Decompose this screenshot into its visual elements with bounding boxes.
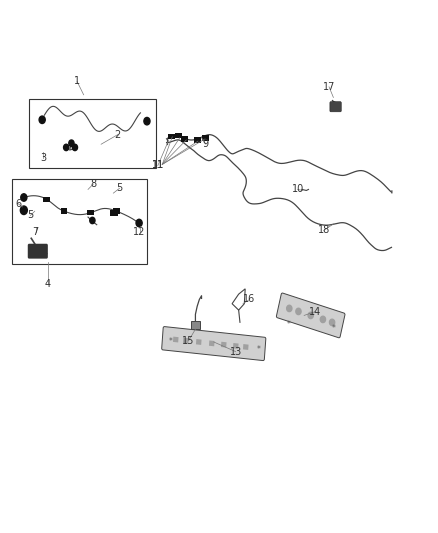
FancyBboxPatch shape: [276, 293, 345, 338]
Text: 8: 8: [90, 179, 96, 189]
Text: 3: 3: [40, 152, 46, 163]
Text: 4: 4: [45, 279, 51, 288]
Bar: [194, 138, 201, 143]
Bar: [173, 337, 179, 343]
Circle shape: [308, 312, 313, 319]
Circle shape: [64, 144, 69, 151]
Bar: [60, 208, 67, 214]
Text: *: *: [287, 320, 291, 329]
Text: 7: 7: [32, 227, 39, 237]
Bar: [196, 339, 201, 345]
Text: 15: 15: [182, 336, 194, 346]
Bar: [243, 344, 249, 350]
Bar: [209, 341, 215, 346]
Text: 1: 1: [74, 77, 80, 86]
Circle shape: [286, 305, 292, 312]
Text: 18: 18: [318, 225, 330, 236]
Text: 14: 14: [309, 306, 321, 317]
Text: 6: 6: [15, 199, 21, 209]
Text: 16: 16: [244, 294, 256, 304]
Circle shape: [72, 144, 78, 151]
Text: 11: 11: [152, 160, 164, 171]
Text: 13: 13: [230, 346, 242, 357]
Text: *: *: [332, 324, 336, 333]
Bar: [221, 342, 226, 348]
Text: *: *: [169, 337, 173, 346]
Bar: [183, 338, 188, 344]
Bar: [233, 343, 239, 349]
FancyBboxPatch shape: [162, 327, 266, 360]
Text: 11: 11: [152, 160, 164, 171]
Circle shape: [296, 308, 301, 314]
Text: 12: 12: [133, 227, 146, 237]
Circle shape: [144, 117, 150, 125]
Text: 9: 9: [203, 139, 209, 149]
Text: 5: 5: [27, 211, 34, 221]
Circle shape: [20, 206, 27, 214]
Bar: [181, 136, 188, 142]
Circle shape: [69, 140, 74, 147]
Bar: [113, 208, 120, 214]
Bar: [87, 210, 94, 215]
Circle shape: [329, 319, 335, 326]
Bar: [201, 135, 208, 141]
Bar: [43, 197, 50, 202]
FancyBboxPatch shape: [28, 244, 48, 259]
Circle shape: [21, 194, 27, 201]
Bar: [175, 133, 182, 139]
Circle shape: [136, 219, 142, 227]
Bar: [29, 99, 155, 168]
Circle shape: [320, 316, 325, 322]
Bar: [168, 134, 175, 140]
Text: 2: 2: [115, 130, 121, 140]
Text: *: *: [256, 345, 260, 354]
Text: 5: 5: [117, 183, 123, 193]
Bar: [110, 209, 118, 216]
Bar: [191, 321, 200, 329]
Bar: [12, 179, 147, 264]
Circle shape: [90, 217, 95, 224]
Text: 17: 17: [323, 82, 335, 92]
Circle shape: [39, 116, 45, 124]
Text: 10: 10: [291, 184, 304, 195]
FancyBboxPatch shape: [330, 102, 341, 112]
